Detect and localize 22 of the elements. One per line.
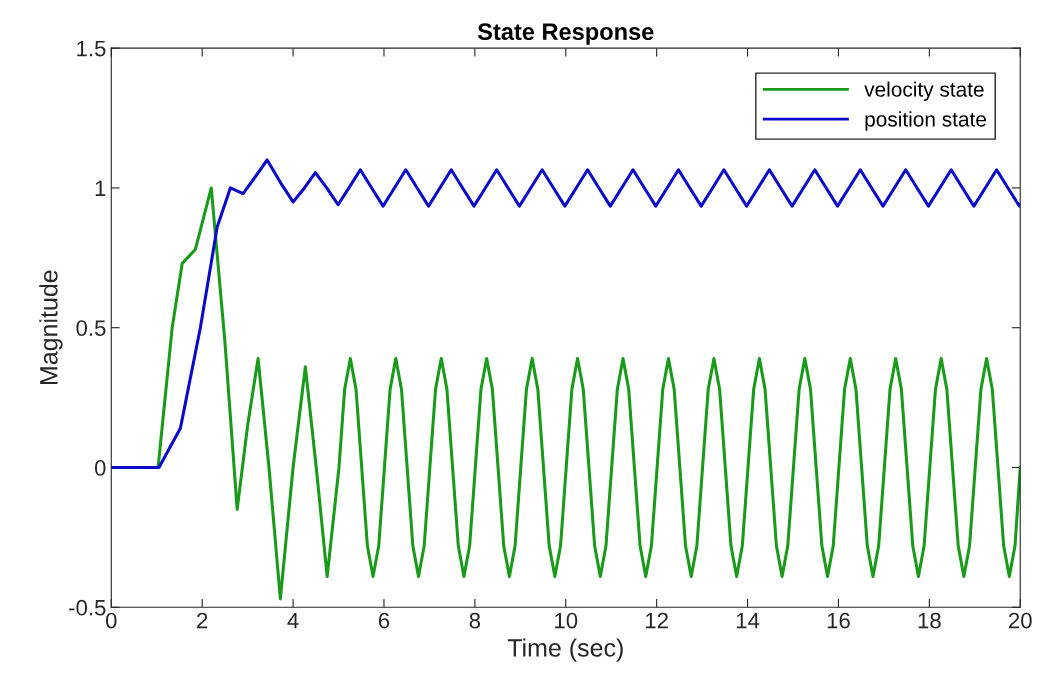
x-tick-label: 20 [1009, 612, 1032, 629]
x-tick-label: 0 [105, 612, 117, 629]
x-tick-label: 10 [555, 612, 578, 629]
x-axis-title: Time (sec) [507, 638, 623, 662]
x-tick-label: 16 [827, 612, 850, 629]
x-tick-label: 8 [469, 612, 481, 629]
y-tick-label: 1 [95, 180, 106, 196]
line-series [111, 158, 1021, 470]
x-tick-label: 12 [645, 612, 668, 629]
y-tick-label: 0.5 [76, 320, 106, 336]
x-tick-label: 14 [736, 612, 760, 629]
x-tick-label: 6 [378, 612, 390, 629]
y-tick-label: -0.5 [69, 599, 106, 616]
x-tick-label: 4 [287, 612, 299, 629]
y-tick-label: 0 [94, 460, 106, 476]
y-axis-title: Magnitude [39, 270, 63, 385]
legend-label: position state [865, 111, 986, 131]
legend-label: velocity state [864, 81, 984, 101]
chart-title: State Response [477, 23, 654, 45]
x-tick-label: 18 [918, 612, 941, 629]
x-tick-label: 2 [197, 612, 208, 629]
y-tick-label: 1.5 [77, 40, 106, 57]
